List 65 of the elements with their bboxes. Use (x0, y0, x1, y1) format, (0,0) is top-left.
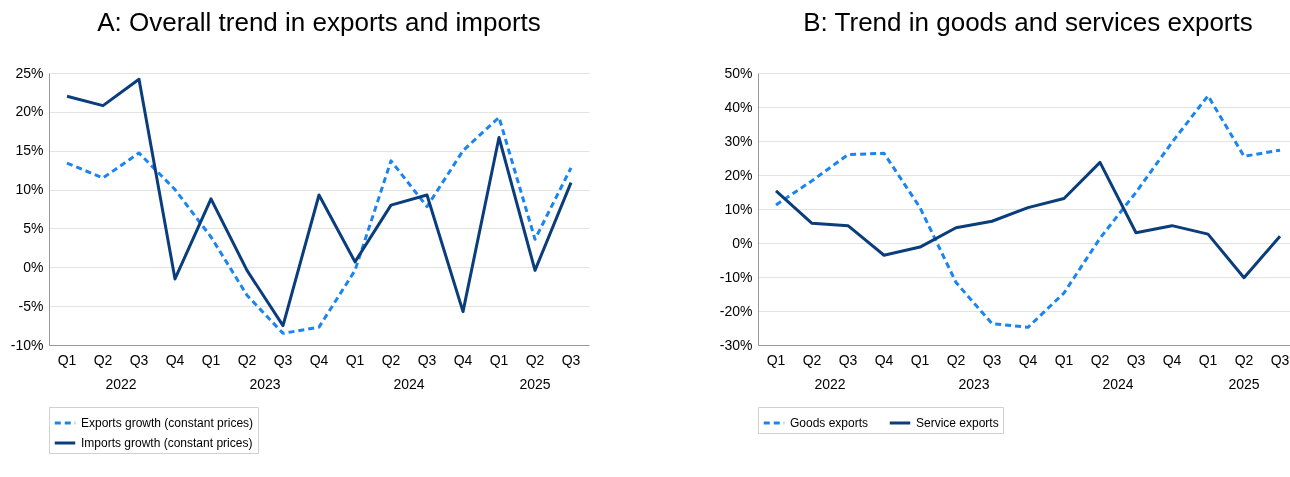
x-tick-label: Q1 (1054, 352, 1074, 368)
text: 2022 (814, 376, 846, 392)
chart-title: B: Trend in goods and services exports (803, 7, 1253, 37)
text: 2024 (1102, 376, 1134, 392)
text: 2024 (393, 376, 425, 392)
legend-label: Goods exports (790, 416, 869, 430)
line-series (65, 77, 573, 328)
y-tick-label: -5% (18, 297, 44, 314)
x-tick-label: Q2 (946, 352, 966, 368)
x-tick-label: Q1 (345, 352, 365, 368)
y-tick-label: 20% (724, 166, 753, 183)
y-tick-label: 0% (732, 234, 753, 251)
x-tick-label: Q2 (237, 352, 257, 368)
text: 2025 (519, 376, 551, 392)
y-tick-label: 20% (15, 103, 44, 120)
text: 2023 (958, 376, 990, 392)
legend-label: Imports growth (constant prices) (81, 436, 253, 450)
text: 2023 (249, 376, 281, 392)
x-tick-label: Q3 (417, 352, 437, 368)
x-tick-label: Q3 (982, 352, 1002, 368)
legend-label: Service exports (916, 416, 999, 430)
line-series (774, 94, 1282, 329)
x-tick-label: Q3 (129, 352, 149, 368)
y-tick-label: 5% (23, 219, 44, 236)
x-tick-label: Q3 (838, 352, 858, 368)
y-tick-label: 40% (724, 98, 753, 115)
x-tick-label: Q1 (57, 352, 77, 368)
y-tick-label: 30% (724, 132, 753, 149)
x-tick-label: Q2 (93, 352, 113, 368)
y-tick-label: 50% (724, 64, 753, 81)
y-tick-label: -30% (719, 336, 753, 353)
legend-label: Exports growth (constant prices) (81, 416, 254, 430)
x-tick-label: Q4 (1162, 352, 1182, 368)
line-series (774, 160, 1282, 280)
x-tick-label: Q1 (910, 352, 930, 368)
x-tick-label: Q3 (273, 352, 293, 368)
x-tick-label: Q2 (1234, 352, 1254, 368)
y-tick-label: -10% (10, 336, 44, 353)
y-tick-label: 0% (23, 258, 44, 275)
x-tick-label: Q4 (874, 352, 894, 368)
x-tick-label: Q2 (381, 352, 401, 368)
x-tick-label: Q2 (1090, 352, 1110, 368)
x-tick-label: Q1 (1198, 352, 1218, 368)
x-tick-label: Q2 (525, 352, 545, 368)
x-tick-label: Q1 (766, 352, 786, 368)
x-tick-label: Q1 (489, 352, 509, 368)
y-tick-label: -10% (719, 268, 753, 285)
y-tick-label: 15% (15, 142, 44, 159)
x-tick-label: Q4 (165, 352, 185, 368)
x-tick-label: Q3 (561, 352, 581, 368)
text: 2022 (105, 376, 137, 392)
chart-title: A: Overall trend in exports and imports (97, 7, 541, 37)
x-tick-label: Q4 (453, 352, 473, 368)
line-series (65, 115, 573, 335)
x-tick-label: Q1 (201, 352, 221, 368)
y-tick-label: 25% (15, 64, 44, 81)
y-tick-label: 10% (15, 181, 44, 198)
x-tick-label: Q3 (1126, 352, 1146, 368)
x-tick-label: Q2 (802, 352, 822, 368)
y-tick-label: 10% (724, 200, 753, 217)
x-tick-label: Q4 (309, 352, 329, 368)
x-tick-label: Q3 (1270, 352, 1290, 368)
y-tick-label: -20% (719, 302, 753, 319)
x-tick-label: Q4 (1018, 352, 1038, 368)
text: 2025 (1228, 376, 1260, 392)
